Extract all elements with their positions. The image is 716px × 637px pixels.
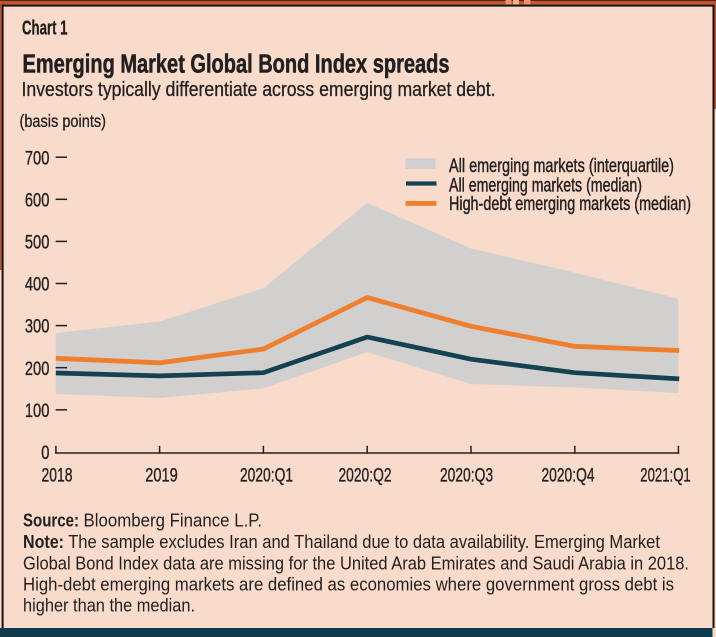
svg-text:higher than the median.: higher than the median. (23, 595, 195, 616)
svg-text:The sample excludes Iran and T: The sample excludes Iran and Thailand du… (68, 531, 661, 552)
svg-text:High-debt emerging markets (me: High-debt emerging markets (median) (449, 193, 691, 215)
svg-text:Bloomberg Finance L.P.: Bloomberg Finance L.P. (84, 509, 263, 530)
svg-text:(basis points): (basis points) (20, 111, 107, 131)
svg-text:All emerging markets (median): All emerging markets (median) (449, 175, 642, 197)
svg-text:2018: 2018 (42, 465, 73, 487)
svg-text:2020:Q2: 2020:Q2 (339, 465, 392, 487)
svg-text:Emerging Market Global Bond In: Emerging Market Global Bond Index spread… (23, 48, 450, 78)
svg-text:0: 0 (41, 442, 49, 464)
svg-text:2020:Q1: 2020:Q1 (240, 465, 293, 487)
svg-text:2021:Q1: 2021:Q1 (640, 465, 691, 487)
svg-text:100: 100 (25, 400, 50, 422)
svg-text:Note:: Note: (23, 531, 64, 552)
svg-text:Chart 1: Chart 1 (22, 18, 68, 40)
svg-text:2019: 2019 (145, 465, 178, 487)
svg-text:High-debt emerging markets are: High-debt emerging markets are defined a… (23, 574, 674, 595)
svg-text:500: 500 (25, 232, 50, 254)
svg-text:200: 200 (25, 358, 50, 380)
svg-text:Investors typically differenti: Investors typically differentiate across… (22, 79, 496, 101)
svg-text:2020:Q3: 2020:Q3 (440, 465, 493, 487)
svg-text:All emerging markets (interqua: All emerging markets (interquartile) (449, 155, 674, 177)
svg-text:2020:Q4: 2020:Q4 (542, 465, 595, 487)
svg-text:300: 300 (25, 316, 50, 338)
svg-text:400: 400 (25, 274, 50, 296)
svg-text:600: 600 (25, 189, 50, 211)
svg-text:700: 700 (25, 147, 50, 169)
svg-text:Source:: Source: (23, 509, 79, 530)
svg-text:Global Bond Index data are mis: Global Bond Index data are missing for t… (23, 552, 689, 573)
